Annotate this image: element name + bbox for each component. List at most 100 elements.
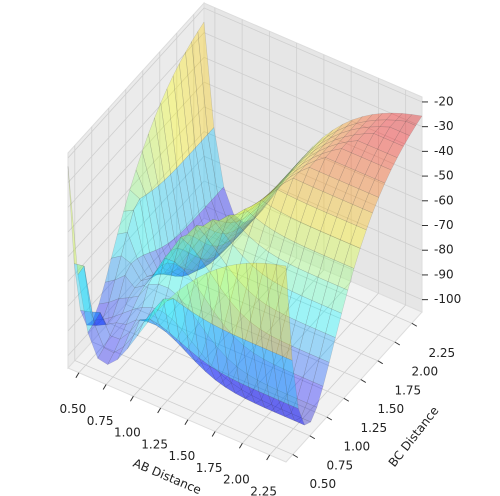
surface-patch	[151, 283, 169, 312]
surface-patch	[284, 159, 301, 178]
surface-patch	[275, 171, 293, 187]
x-tick-label: 1.50	[169, 449, 196, 463]
surface-patch	[306, 186, 324, 209]
surface-patch	[240, 215, 258, 233]
surface-patch	[270, 175, 288, 197]
surface-patch	[290, 398, 308, 418]
surface-patch	[250, 202, 268, 223]
surface-patch	[85, 319, 104, 326]
surface-patch	[208, 234, 226, 250]
surface-patch	[252, 342, 269, 397]
surface-patch	[182, 305, 200, 359]
surface-patch	[349, 120, 367, 131]
tick-mark	[360, 379, 367, 383]
surface-patch	[149, 249, 167, 275]
surface-patch	[302, 353, 320, 383]
surface-patch	[270, 389, 288, 410]
z-tick-label: -70	[434, 218, 454, 232]
surface-patch	[181, 269, 199, 277]
surface-patch	[195, 353, 212, 372]
surface-patch	[118, 274, 136, 299]
surface-patch	[201, 133, 218, 201]
surface-patch	[158, 257, 175, 289]
surface-patch	[137, 309, 154, 337]
surface-patch	[275, 264, 293, 361]
surface-patch	[216, 242, 233, 259]
surface-patch	[299, 160, 316, 172]
surface-patch	[87, 322, 105, 359]
surface-patch	[141, 133, 159, 192]
surface-patch	[280, 394, 298, 414]
surface-patch	[236, 215, 253, 236]
surface-patch	[89, 311, 107, 326]
surface-patch	[356, 208, 373, 231]
surface-patch	[148, 257, 165, 285]
surface-patch	[289, 319, 307, 350]
surface-patch	[253, 192, 270, 208]
surface-patch	[191, 258, 209, 271]
surface-patch	[149, 318, 167, 333]
surface-patch	[314, 230, 331, 256]
tick-mark	[238, 442, 243, 449]
surface-patch	[320, 130, 337, 144]
surface-patch	[290, 199, 308, 223]
surface-patch	[217, 324, 235, 360]
surface-patch	[296, 377, 314, 404]
surface-patch	[177, 264, 195, 276]
surface-patch	[185, 341, 203, 363]
surface-patch	[237, 345, 255, 375]
surface-patch	[268, 231, 285, 259]
surface-patch	[186, 277, 204, 320]
surface-patch	[195, 243, 212, 260]
surface-patch	[268, 395, 286, 417]
surface-patch	[269, 310, 287, 341]
surface-patch	[354, 156, 372, 175]
surface-patch	[310, 208, 328, 232]
surface-patch	[363, 126, 381, 135]
surface-patch	[333, 129, 351, 141]
grid-line	[74, 145, 293, 455]
surface-patch	[276, 177, 294, 195]
surface-patch	[347, 133, 365, 143]
surface-patch	[320, 143, 339, 155]
surface-patch	[164, 173, 181, 240]
z-tick-label: -60	[434, 193, 454, 207]
surface-patch	[284, 217, 302, 243]
surface-patch	[306, 381, 324, 408]
surface-patch	[196, 218, 214, 238]
surface-patch	[171, 295, 189, 331]
surface-patch	[77, 265, 95, 334]
surface-patch	[288, 241, 305, 269]
surface-patch	[304, 143, 321, 159]
z-tick-label: -40	[434, 144, 454, 158]
surface-patch	[214, 227, 232, 244]
surface-patch	[296, 182, 314, 205]
surface-patch	[330, 216, 347, 241]
surface-patch	[134, 277, 152, 289]
surface-patch	[314, 150, 333, 162]
y-tick-label: 1.75	[394, 383, 421, 397]
surface-patch	[187, 267, 205, 276]
surface-patch	[395, 113, 413, 122]
surface-patch	[162, 263, 180, 276]
surface-patch	[212, 245, 229, 257]
surface-patch	[239, 288, 257, 323]
surface-patch	[130, 258, 148, 282]
tick-mark	[343, 397, 350, 402]
surface-patch	[301, 151, 319, 165]
surface-patch	[158, 179, 175, 244]
grid-line	[159, 51, 378, 362]
grid-line	[160, 42, 298, 409]
surface-patch	[199, 357, 216, 381]
surface-patch	[155, 246, 173, 274]
surface-patch	[155, 311, 173, 333]
surface-patch	[228, 376, 246, 400]
surface-patch	[368, 178, 386, 198]
surface-patch	[196, 247, 214, 263]
surface-patch	[218, 238, 236, 250]
surface-patch	[226, 218, 244, 234]
surface-patch	[234, 389, 252, 399]
surface-patch	[154, 250, 171, 274]
surface-patch	[231, 366, 248, 390]
surface-patch	[239, 208, 257, 228]
